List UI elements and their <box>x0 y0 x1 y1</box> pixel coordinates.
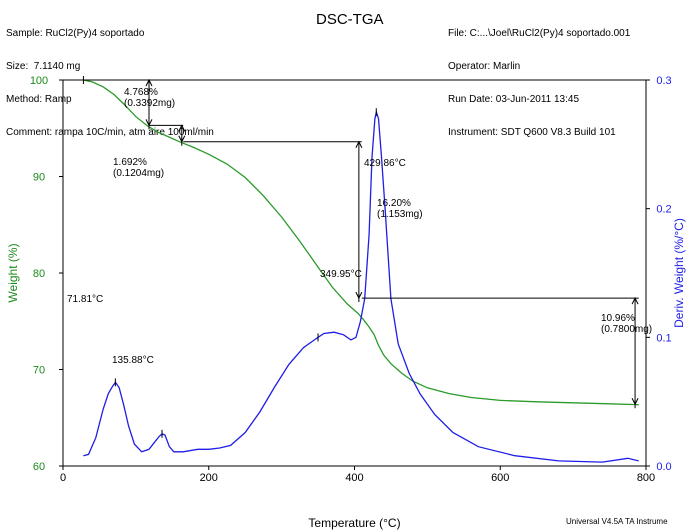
comment-line: Comment: rampa 10C/min, atm aire 100ml/m… <box>6 127 214 138</box>
x-tick-label: 400 <box>345 472 363 484</box>
run-date-line: Run Date: 03-Jun-2011 13:45 <box>448 94 580 105</box>
annotation-line: 349.95°C <box>320 269 362 280</box>
annotation-line: 1.692% <box>113 157 147 168</box>
software-footer: Universal V4.5A TA Instrume <box>566 517 668 526</box>
annotation-line: (0.1204mg) <box>113 168 164 179</box>
y-tick-label: 80 <box>33 268 45 280</box>
annotation-line: (0.7800mg) <box>601 324 652 335</box>
y2-axis-label: Deriv. Weight (%/°C) <box>672 218 686 328</box>
arrow-head <box>145 78 153 87</box>
y2-tick-label: 0.3 <box>656 75 671 87</box>
annotation-label: 10.96% (0.7800mg) <box>601 313 652 335</box>
annotation-label: 349.95°C <box>320 269 362 280</box>
y-tick-label: 100 <box>30 75 48 87</box>
annotation-label: 1.692% (0.1204mg) <box>113 157 164 179</box>
run-info-block: File: C:...\Joel\RuCl2(Py)4 soportado.00… <box>448 6 630 149</box>
annotation-label: 4.768% (0.3392mg) <box>124 87 175 109</box>
arrow-head <box>355 140 363 148</box>
annotation-line: 16.20% <box>377 198 411 209</box>
annotation-line: 135.88°C <box>112 355 154 366</box>
arrow-head <box>178 124 186 132</box>
method-line: Method: Ramp <box>6 94 72 105</box>
y-tick-label: 60 <box>33 461 45 473</box>
chart-title: DSC-TGA <box>316 11 384 28</box>
annotation-line: 10.96% <box>601 313 635 324</box>
annotation-line: (1.153mg) <box>377 209 423 220</box>
annotation-line: 71.81°C <box>67 294 103 305</box>
size-line: Size: 7.1140 mg <box>6 61 81 72</box>
sample-info-block: Sample: RuCl2(Py)4 soportado Size: 7.114… <box>6 6 214 149</box>
annotation-line: 429.86°C <box>364 158 406 169</box>
file-line: File: C:...\Joel\RuCl2(Py)4 soportado.00… <box>448 28 631 39</box>
y-tick-label: 90 <box>33 172 45 184</box>
operator-line: Operator: Marlin <box>448 61 521 72</box>
deriv-weight-line <box>83 109 639 463</box>
annotation-line: (0.3392mg) <box>124 98 175 109</box>
y-tick-label: 70 <box>33 365 45 377</box>
annotation-label: 429.86°C <box>364 158 406 169</box>
x-tick-label: 200 <box>200 472 218 484</box>
x-tick-label: 600 <box>491 472 509 484</box>
instrument-line: Instrument: SDT Q600 V8.3 Build 101 <box>448 127 616 138</box>
x-tick-label: 0 <box>60 472 66 484</box>
annotation-label: 135.88°C <box>112 355 154 366</box>
sample-line: Sample: RuCl2(Py)4 soportado <box>6 28 145 39</box>
y2-tick-label: 0.2 <box>656 204 671 216</box>
y-axis-label: Weight (%) <box>6 243 20 302</box>
y2-tick-label: 0.0 <box>656 461 671 473</box>
annotation-label: 16.20% (1.153mg) <box>377 198 423 220</box>
x-tick-label: 800 <box>637 472 655 484</box>
weight-line <box>83 79 639 406</box>
arrow-head <box>631 296 639 305</box>
y2-tick-label: 0.1 <box>656 332 671 344</box>
x-axis-label: Temperature (°C) <box>308 516 400 530</box>
annotation-line: 4.768% <box>124 87 158 98</box>
annotation-label: 71.81°C <box>67 294 103 305</box>
